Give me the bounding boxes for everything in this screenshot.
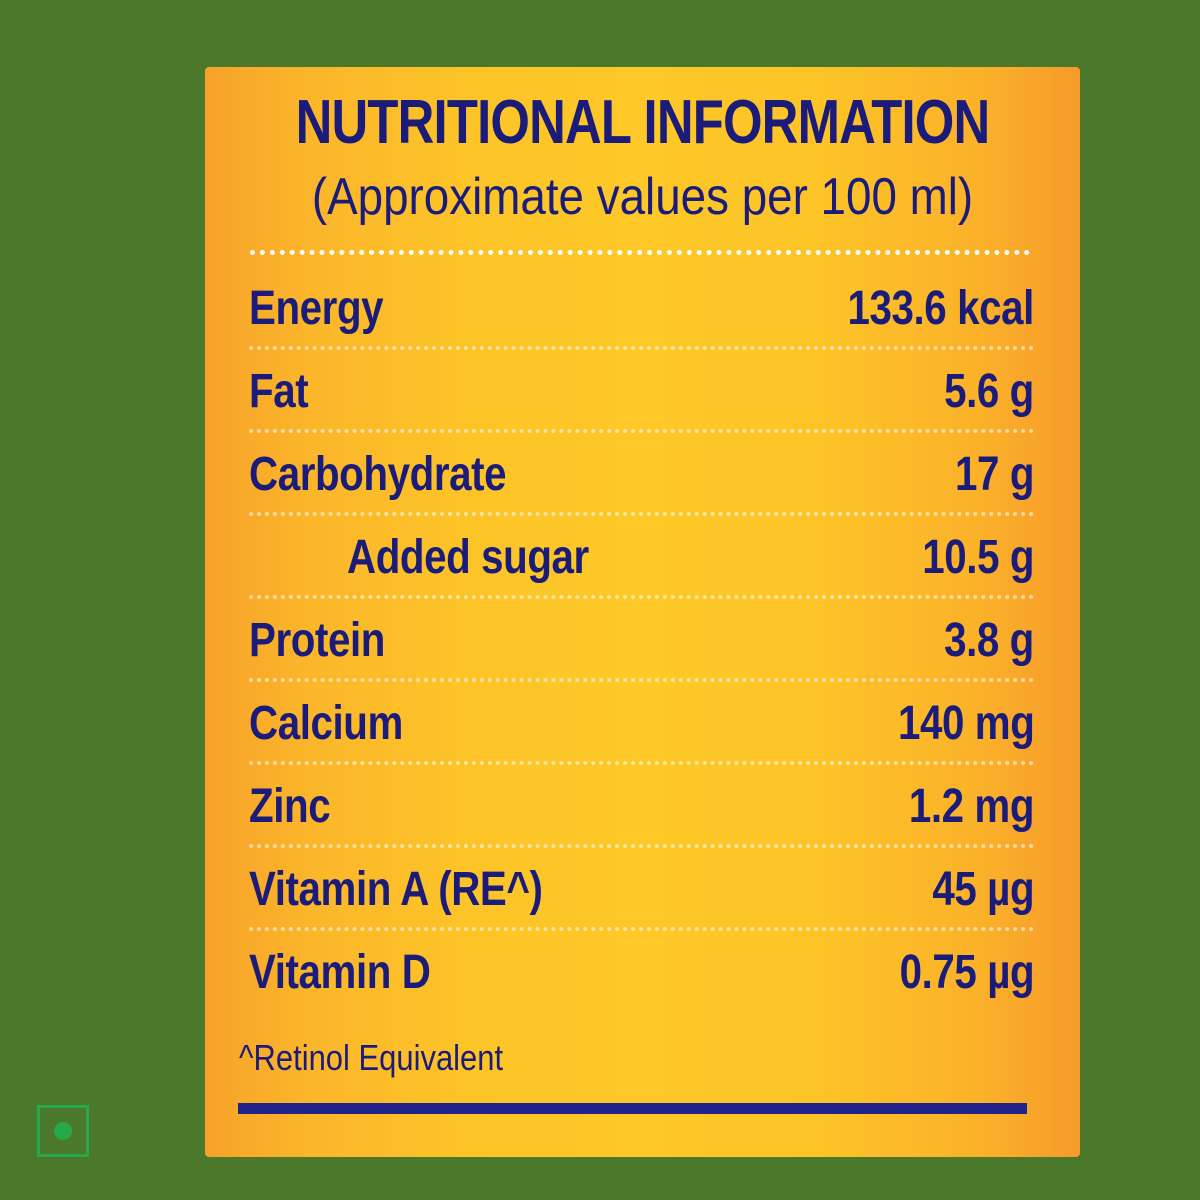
nutrition-row-calcium: Calcium 140 mg [249,682,1034,765]
nutrition-row-carbohydrate: Carbohydrate 17 g [249,433,1034,516]
nutrient-value: 1.2 mg [908,780,1035,833]
nutrient-label: Energy [249,282,384,335]
nutrition-row-zinc: Zinc 1.2 mg [249,765,1034,848]
nutrient-value: 0.75 µg [899,946,1034,999]
nutrient-label: Carbohydrate [249,448,507,501]
nutrient-label: Fat [249,365,309,418]
nutrient-value: 10.5 g [922,531,1034,584]
nutrient-value: 5.6 g [944,365,1034,418]
nutrition-row-energy: Energy 133.6 kcal [249,267,1034,350]
nutrient-label: Added sugar [347,531,589,584]
vegetarian-symbol-icon [37,1105,89,1157]
nutrition-row-vitamin-d: Vitamin D 0.75 µg [249,931,1034,1014]
panel-title: NUTRITIONAL INFORMATION [295,88,991,157]
nutrition-row-fat: Fat 5.6 g [249,350,1034,433]
nutrition-row-vitamin-a: Vitamin A (RE^) 45 µg [249,848,1034,931]
nutrition-row-added-sugar: Added sugar 10.5 g [249,516,1034,599]
panel-subtitle: (Approximate values per 100 ml) [311,168,974,226]
nutrient-label: Zinc [249,780,331,833]
footnote: ^Retinol Equivalent [239,1037,504,1078]
nutrient-label: Calcium [249,697,403,750]
nutrition-panel: NUTRITIONAL INFORMATION (Approximate val… [205,67,1080,1157]
nutrient-value: 17 g [955,448,1034,501]
header-divider [250,250,1030,255]
nutrition-row-protein: Protein 3.8 g [249,599,1034,682]
veg-dot [54,1122,72,1140]
nutrient-label: Vitamin A (RE^) [249,863,543,916]
nutrient-label: Protein [249,614,385,667]
nutrient-value: 140 mg [897,697,1035,750]
nutrient-label: Vitamin D [249,946,431,999]
nutrient-value: 45 µg [932,863,1034,916]
nutrient-value: 3.8 g [944,614,1034,667]
bottom-divider [238,1103,1027,1114]
nutrient-value: 133.6 kcal [847,282,1035,335]
nutrition-table: Energy 133.6 kcal Fat 5.6 g Carbohydrate… [249,267,1034,1014]
